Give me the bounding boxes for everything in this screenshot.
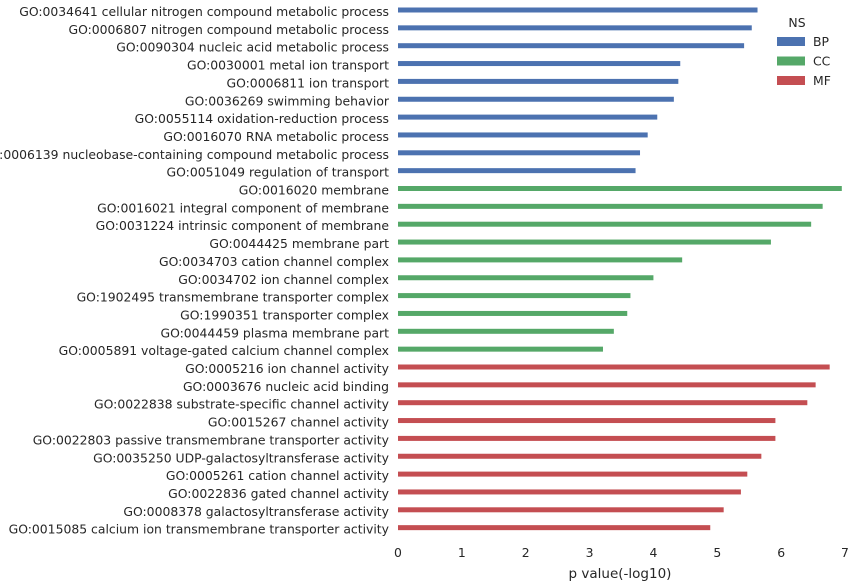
- bar: [398, 489, 741, 495]
- category-label: GO:0016021 integral component of membran…: [97, 200, 389, 215]
- category-label: GO:0003676 nucleic acid binding: [183, 379, 389, 394]
- category-label: GO:0015085 calcium ion transmembrane tra…: [9, 522, 389, 537]
- category-label: GO:0015267 channel activity: [208, 415, 389, 430]
- bar: [398, 186, 842, 191]
- legend: NS BP CC MF: [777, 15, 831, 88]
- category-label: GO:0036269 swimming behavior: [185, 93, 390, 108]
- bar: [398, 507, 724, 513]
- category-label: GO:0034641 cellular nitrogen compound me…: [19, 4, 389, 19]
- category-label: GO:0006139 nucleobase-containing compoun…: [0, 147, 389, 162]
- category-label: GO:0008378 galactosyltransferase activit…: [123, 504, 389, 519]
- bar: [398, 346, 603, 352]
- category-label: GO:0051049 regulation of transport: [167, 165, 390, 180]
- bar: [398, 293, 631, 299]
- bar: [398, 132, 648, 138]
- x-tick-label: 5: [713, 545, 721, 560]
- bar: [398, 150, 641, 156]
- category-label: GO:0034702 ion channel complex: [178, 272, 389, 287]
- legend-title: NS: [788, 15, 805, 30]
- category-label: GO:0022803 passive transmembrane transpo…: [33, 432, 389, 447]
- legend-swatch: [777, 37, 805, 46]
- category-label: GO:0022836 gated channel activity: [168, 486, 389, 501]
- legend-swatch: [777, 76, 805, 85]
- legend-label: BP: [813, 34, 830, 49]
- category-label: GO:0030001 metal ion transport: [187, 58, 389, 73]
- bar: [398, 418, 776, 424]
- bar: [398, 203, 823, 209]
- bar: [398, 168, 636, 174]
- x-tick-label: 2: [522, 545, 530, 560]
- category-labels: GO:0034641 cellular nitrogen compound me…: [0, 4, 390, 537]
- bar: [398, 114, 658, 120]
- x-tick-label: 4: [649, 545, 657, 560]
- category-label: GO:0006811 ion transport: [227, 75, 390, 90]
- bar: [398, 400, 808, 406]
- category-label: GO:0006807 nitrogen compound metabolic p…: [68, 22, 389, 37]
- bars-layer: [398, 7, 842, 531]
- category-label: GO:0016070 RNA metabolic process: [163, 129, 389, 144]
- category-label: GO:0031224 intrinsic component of membra…: [96, 218, 389, 233]
- bar: [398, 78, 679, 84]
- legend-swatch: [777, 56, 805, 66]
- bar: [398, 43, 745, 49]
- bar: [398, 435, 776, 441]
- category-label: GO:0055114 oxidation-reduction process: [135, 111, 389, 126]
- category-label: GO:0044425 membrane part: [209, 236, 389, 251]
- bar: [398, 7, 758, 13]
- category-label: GO:0005216 ion channel activity: [185, 361, 389, 376]
- x-axis-ticks: 0 1 2 3 4 5 6 7: [394, 545, 849, 560]
- category-label: GO:0035250 UDP-galactosyltransferase act…: [93, 450, 389, 465]
- bar: [398, 471, 748, 477]
- bar: [398, 364, 830, 370]
- x-tick-label: 3: [586, 545, 594, 560]
- category-label: GO:0022838 substrate-specific channel ac…: [94, 397, 389, 412]
- bar: [398, 382, 816, 388]
- bar: [398, 275, 654, 281]
- bar: [398, 96, 674, 102]
- bar: [398, 525, 711, 531]
- bar: [398, 310, 628, 316]
- bar: [398, 239, 771, 245]
- x-tick-label: 0: [394, 545, 402, 560]
- legend-label: MF: [813, 73, 831, 88]
- category-label: GO:0005891 voltage-gated calcium channel…: [59, 343, 389, 358]
- category-label: GO:0005261 cation channel activity: [166, 468, 389, 483]
- x-tick-label: 7: [841, 545, 849, 560]
- category-label: GO:1990351 transporter complex: [180, 307, 389, 322]
- category-label: GO:1902495 transmembrane transporter com…: [77, 290, 389, 305]
- bar: [398, 328, 614, 334]
- x-tick-label: 6: [777, 545, 785, 560]
- category-label: GO:0016020 membrane: [239, 183, 389, 198]
- bar: [398, 61, 681, 67]
- bar: [398, 25, 752, 31]
- bar: [398, 257, 683, 263]
- category-label: GO:0090304 nucleic acid metabolic proces…: [116, 40, 389, 55]
- bar: [398, 221, 812, 227]
- category-label: GO:0044459 plasma membrane part: [160, 325, 389, 340]
- legend-label: CC: [813, 54, 830, 69]
- category-label: GO:0034703 cation channel complex: [159, 254, 389, 269]
- x-axis-title: p value(-log10): [569, 566, 672, 582]
- bar: [398, 453, 762, 459]
- x-tick-label: 1: [458, 545, 466, 560]
